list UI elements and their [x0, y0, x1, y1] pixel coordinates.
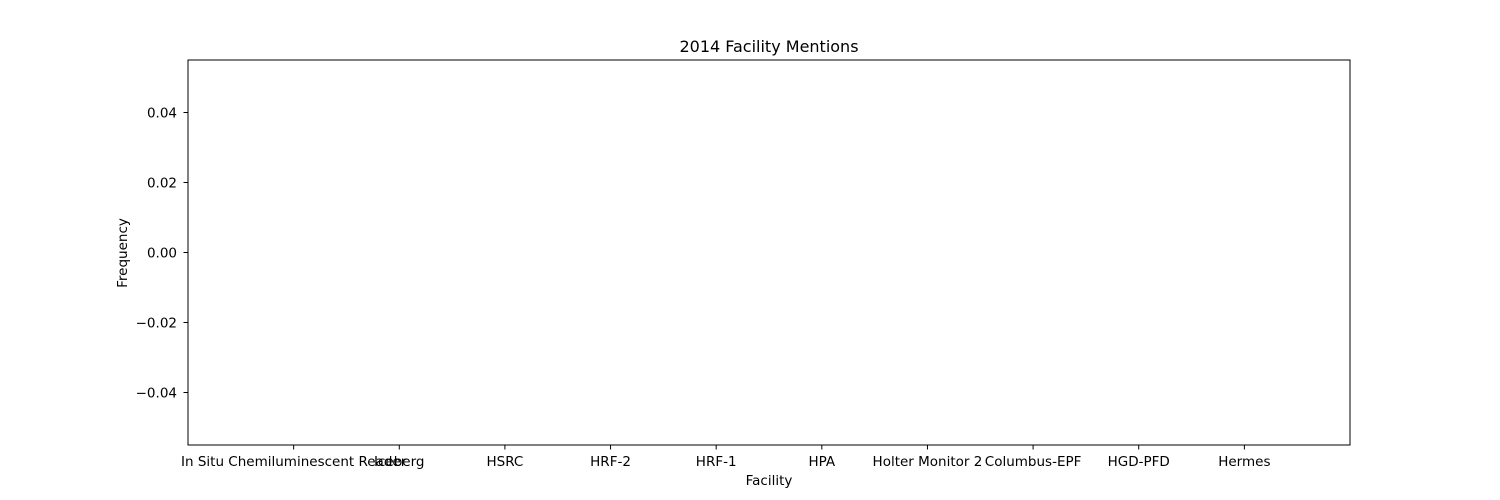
x-tick-label: HGD-PFD — [1108, 454, 1170, 470]
x-tick-label: Iceberg — [374, 454, 424, 470]
x-tick-label: Holter Monitor 2 — [873, 454, 983, 470]
x-tick-label: HRF-2 — [590, 454, 631, 470]
x-tick-label: In Situ Chemiluminescent Reader — [181, 454, 407, 470]
x-tick-label: HPA — [808, 454, 835, 470]
chart-title: 2014 Facility Mentions — [679, 37, 858, 56]
y-tick-label: 0.04 — [147, 106, 177, 122]
x-tick-label: HSRC — [486, 454, 523, 470]
y-tick-label: 0.02 — [147, 176, 177, 192]
y-tick-label: 0.00 — [147, 246, 177, 262]
x-tick-label: Columbus-EPF — [985, 454, 1082, 470]
x-tick-label: Hermes — [1218, 454, 1270, 470]
y-tick-label: −0.02 — [136, 316, 177, 332]
y-tick-label: −0.04 — [136, 386, 177, 402]
y-axis: −0.04 −0.02 0.00 0.02 0.04 — [136, 106, 188, 402]
x-tick-label: HRF-1 — [696, 454, 737, 470]
y-axis-label: Frequency — [115, 218, 131, 288]
plot-area-frame — [187, 59, 1351, 446]
x-axis-label: Facility — [746, 473, 793, 489]
